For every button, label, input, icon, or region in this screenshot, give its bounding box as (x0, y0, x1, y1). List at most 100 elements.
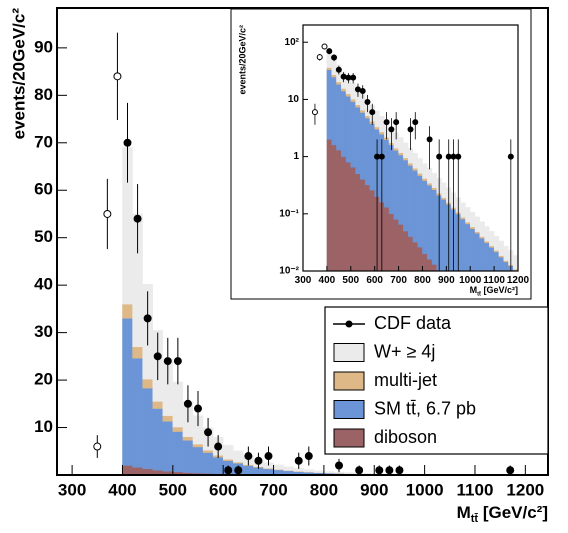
data-point (345, 74, 352, 81)
histogram-bar (122, 318, 133, 466)
histogram-bar (202, 450, 214, 453)
data-point (364, 99, 371, 106)
histogram-bar (182, 440, 194, 473)
histogram-bar (122, 465, 133, 475)
histogram-bar (152, 408, 163, 471)
y-tick-label: 60 (34, 180, 53, 199)
data-point (340, 73, 347, 80)
data-point (254, 456, 263, 465)
y-tick-label: 40 (34, 275, 53, 294)
data-point (103, 209, 112, 218)
data-point (304, 452, 313, 461)
data-point (133, 214, 142, 223)
y-axis-title: events/20GeV/c² (237, 25, 247, 95)
histogram-bar (513, 255, 518, 270)
x-tick-label: 1100 (457, 481, 494, 500)
y-tick-label: 80 (34, 85, 53, 104)
x-axis-title-main: M (457, 503, 471, 522)
y-axis-title: events/20GeV/c² (9, 8, 28, 140)
x-axis-title: Mtt̄ [GeV/c²] (470, 285, 518, 297)
histogram-bar (341, 88, 347, 92)
data-point (385, 466, 394, 475)
data-point (143, 314, 152, 323)
x-tick-label: 800 (414, 275, 431, 286)
histogram-bar (369, 123, 375, 191)
data-point (445, 153, 452, 160)
data-point (354, 86, 361, 93)
histogram-bar (142, 387, 153, 470)
data-point (455, 153, 462, 160)
histogram-bar (172, 381, 184, 428)
x-axis-title-unit: [GeV/c²] (478, 503, 548, 522)
histogram-bar (202, 452, 214, 474)
histogram-bar (503, 260, 509, 263)
histogram-bar (355, 107, 361, 175)
histogram-bar (441, 182, 447, 198)
histogram-bar (431, 189, 437, 265)
data-point (331, 54, 338, 61)
histogram-bar (498, 240, 504, 256)
histogram-bar (364, 117, 371, 186)
x-tick-label: 1200 (507, 275, 530, 286)
histogram-bar (460, 217, 466, 220)
histogram-bar (479, 236, 485, 239)
histogram-bar (427, 185, 433, 260)
x-tick-label: 300 (295, 275, 312, 286)
histogram-bar (465, 221, 471, 225)
y-tick-label: 20 (34, 370, 53, 389)
y-tick-label: 10⁻¹ (279, 208, 299, 219)
histogram-bar (360, 109, 366, 113)
histogram-bar (412, 168, 418, 171)
data-point (183, 399, 192, 408)
histogram-bar (489, 245, 495, 248)
histogram-bar (412, 153, 418, 169)
histogram-bar (132, 358, 143, 468)
histogram-bar (212, 456, 224, 474)
histogram-bar (331, 74, 337, 78)
histogram-bar (489, 231, 495, 247)
histogram-bar (474, 216, 480, 232)
data-point (407, 126, 414, 133)
histogram-bar (273, 469, 284, 475)
legend-label: SM tt̄, 6.7 pb (374, 398, 476, 418)
histogram-bar (388, 144, 394, 215)
histogram-bar (441, 199, 447, 271)
x-tick-label: 900 (438, 275, 455, 286)
histogram-bar (233, 450, 244, 463)
x-tick-label: 600 (366, 275, 383, 286)
data-point (335, 461, 344, 470)
x-tick-label: 1000 (459, 275, 482, 286)
histogram-bar (403, 142, 409, 159)
histogram-bar (333, 471, 345, 474)
histogram-bar (363, 473, 375, 475)
data-point (374, 153, 381, 160)
histogram-bar (493, 235, 500, 251)
histogram-bar (355, 104, 361, 108)
x-tick-label: 1000 (406, 481, 444, 500)
histogram-bar (384, 139, 390, 208)
histogram-bar (379, 115, 385, 133)
x-axis-title: Mtt̄ [GeV/c²] (457, 503, 548, 525)
data-point (123, 138, 132, 147)
histogram-bar (484, 241, 490, 244)
histogram-bar (341, 90, 347, 157)
data-point (375, 466, 384, 475)
data-point (388, 126, 395, 133)
data-point (204, 428, 213, 437)
y-tick-label: 30 (34, 322, 53, 341)
histogram-bar (403, 159, 409, 232)
data-point (436, 153, 443, 160)
x-tick-label: 500 (342, 275, 359, 286)
histogram-bar (350, 98, 356, 102)
inset-plot: 300 400 500 600 700 800 900 1000 1100 1200 10⁻² 10⁻… (230, 8, 532, 300)
plot-area (93, 32, 526, 475)
histogram-bar (379, 131, 385, 135)
data-point (355, 466, 364, 475)
histogram-bar (172, 431, 184, 473)
histogram-bar (393, 148, 399, 151)
histogram-bar (417, 175, 423, 248)
data-point (506, 466, 515, 475)
legend-swatch (333, 343, 365, 362)
histogram-bar (345, 96, 351, 163)
